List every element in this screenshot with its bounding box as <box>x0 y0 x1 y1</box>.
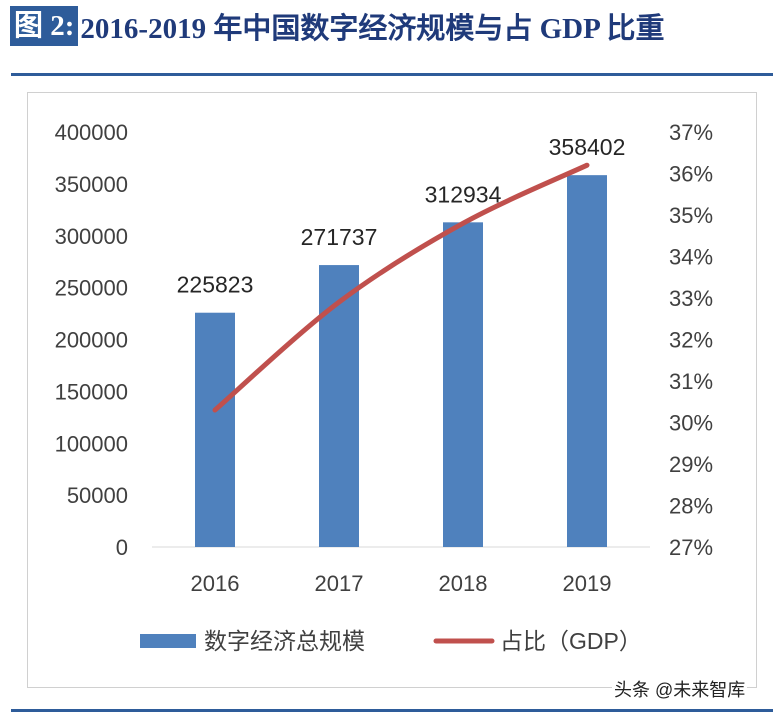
top-rule <box>11 73 773 76</box>
y-left-tick: 0 <box>116 535 128 560</box>
figure-title: 图 2: 2016-2019 年中国数字经济规模与占 GDP 比重 <box>10 6 664 46</box>
y-right-tick: 32% <box>669 328 713 353</box>
y-right-tick: 34% <box>669 245 713 270</box>
bar-2019 <box>567 175 607 547</box>
y-right-tick: 31% <box>669 369 713 394</box>
x-tick: 2017 <box>315 571 364 596</box>
bar-data-label: 271737 <box>301 224 378 250</box>
y-right-tick: 27% <box>669 535 713 560</box>
figure-label: 图 2: <box>10 6 79 46</box>
y-left-tick: 300000 <box>55 224 128 249</box>
x-tick: 2016 <box>191 571 240 596</box>
title-text: 2016-2019 年中国数字经济规模与占 GDP 比重 <box>80 13 665 45</box>
y-left-tick: 50000 <box>67 483 128 508</box>
bottom-rule <box>11 709 773 712</box>
y-right-tick: 36% <box>669 162 713 187</box>
y-right-tick: 37% <box>669 120 713 145</box>
y-left-tick: 250000 <box>55 276 128 301</box>
line-share-gdp <box>212 162 590 413</box>
y-left-tick: 100000 <box>55 431 128 456</box>
watermark: 头条 @未来智库 <box>612 676 748 702</box>
bar-data-label: 225823 <box>177 272 254 298</box>
bar-2016 <box>195 312 235 547</box>
legend-bar-label: 数字经济总规模 <box>204 628 365 654</box>
y-right-tick: 29% <box>669 452 713 477</box>
bar-data-label: 358402 <box>549 134 626 160</box>
x-tick: 2019 <box>563 571 612 596</box>
y-right-tick: 28% <box>669 494 713 519</box>
legend-bar-swatch <box>140 634 196 648</box>
y-right-tick: 33% <box>669 286 713 311</box>
bar-2017 <box>319 265 359 547</box>
y-left-tick: 200000 <box>55 328 128 353</box>
y-left-tick: 350000 <box>55 172 128 197</box>
bar-data-label: 312934 <box>425 181 502 207</box>
x-tick: 2018 <box>439 571 488 596</box>
y-left-tick: 150000 <box>55 379 128 404</box>
chart-frame <box>27 92 757 688</box>
y-left-tick: 400000 <box>55 120 128 145</box>
y-right-tick: 35% <box>669 203 713 228</box>
legend-line-label: 占比（GDP） <box>500 628 642 654</box>
bar-2018 <box>443 222 483 547</box>
y-right-tick: 30% <box>669 411 713 436</box>
